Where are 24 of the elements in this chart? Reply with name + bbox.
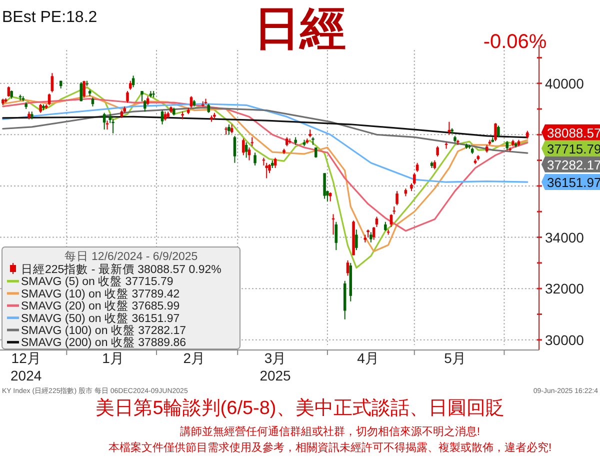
legend-label: SMAVG (50) on 收盤 36151.97 (21, 312, 180, 325)
legend-label: SMAVG (5) on 收盤 37715.79 (21, 275, 174, 288)
annotation: -0.06% (483, 31, 547, 53)
y-tick-label: 32000 (545, 280, 584, 297)
text: BEst PE:18.2 (2, 9, 98, 26)
legend-title: 每日 12/6/2024 - 6/9/2025 (64, 250, 198, 263)
x-tick-label: 2月 (183, 350, 206, 366)
legend-label: 日經225指數 - 最新價 38088.57 0.92% (21, 262, 222, 276)
x-tick-label: 12月 2024 (10, 350, 42, 384)
y-tick-label: 34000 (545, 229, 584, 246)
legend-label: SMAVG (20) on 收盤 37685.99 (21, 300, 180, 313)
x-tick-label: 5月 (444, 350, 466, 366)
y-tick-label: 40000 (545, 75, 584, 92)
y-tick-label: 30000 (545, 332, 584, 348)
text: 講師並無經營任何通信群組或社群，切勿相信來源不明之消息! (180, 425, 480, 438)
legend-label: SMAVG (10) on 收盤 37789.42 (21, 287, 180, 300)
legend-label: SMAVG (200) on 收盤 37889.86 (21, 336, 186, 350)
x-tick-label: 4月 (357, 350, 379, 366)
x-tick-label: 1月 (102, 350, 124, 366)
text: 本檔案文件僅供節目需求使用及參考，相關資訊未經許可不得揭露、複製或散佈，違者必究! (108, 441, 552, 454)
legend-label: SMAVG (100) on 收盤 37282.17 (21, 324, 186, 337)
text: 美日第5輪談判(6/5-8)、美中正式談話、日圓回貶 (96, 397, 504, 419)
chart-title: 日經 (254, 2, 346, 54)
x-tick-label: 3月 2025 (260, 350, 292, 384)
